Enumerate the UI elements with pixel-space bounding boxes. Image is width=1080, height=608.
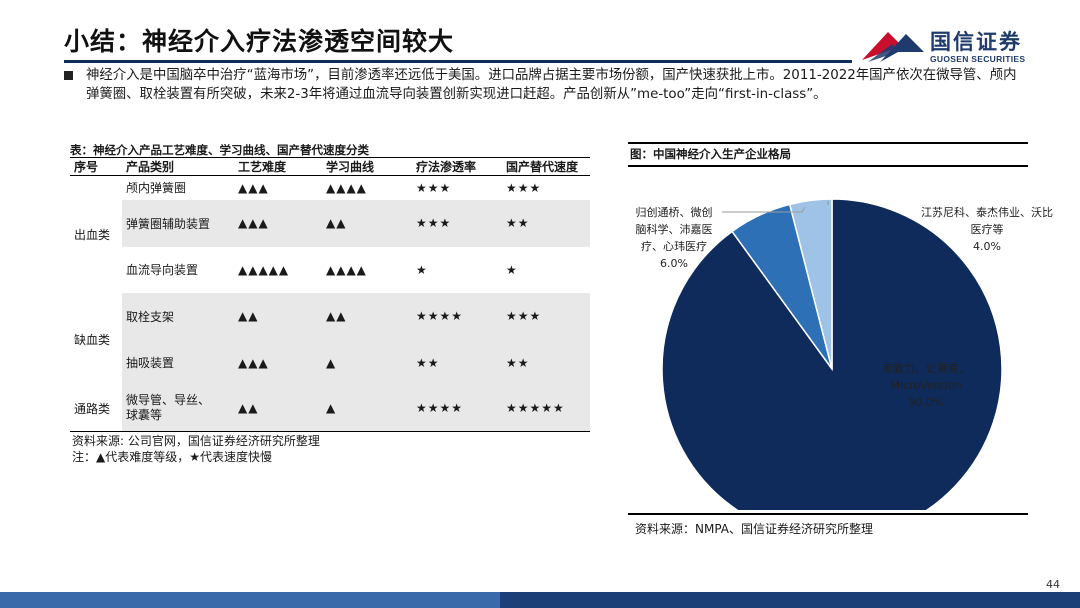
table-row: 弹簧圈辅助装置 ▲▲▲ ▲▲ ★★★ ★★ bbox=[70, 199, 590, 247]
penetration-cell: ★★★★ bbox=[412, 292, 502, 340]
pie-slice-small bbox=[788, 198, 833, 370]
table-row: 抽吸装置 ▲▲▲ ▲ ★★ ★★ bbox=[70, 339, 590, 386]
difficulty-cell: ▲▲▲ bbox=[234, 339, 322, 386]
substitution-cell: ★★ bbox=[502, 339, 590, 386]
learning-cell: ▲▲ bbox=[322, 292, 412, 340]
square-bullet-icon bbox=[64, 71, 73, 80]
footer-bar bbox=[0, 592, 1080, 608]
col-header-substitution: 国产替代速度 bbox=[502, 157, 590, 176]
difficulty-cell: ▲▲ bbox=[234, 292, 322, 340]
substitution-cell: ★★★ bbox=[506, 180, 542, 195]
product-classification-table: 序号 产品类别 工艺难度 学习曲线 疗法渗透率 国产替代速度 出血类 颅内弹簧圈… bbox=[70, 157, 590, 432]
product-cell: 血流导向装置 bbox=[126, 263, 199, 277]
substitution-cell: ★★★ bbox=[502, 292, 590, 340]
col-header-product: 产品类别 bbox=[122, 157, 234, 176]
table-source: 资料来源: 公司官网，国信证券经济研究所整理 bbox=[72, 434, 320, 448]
pie-leader-mid bbox=[722, 206, 806, 213]
learning-cell: ▲▲ bbox=[322, 199, 412, 247]
table-legend-note: 注：▲代表难度等级，★代表速度快慢 bbox=[72, 450, 272, 464]
substitution-cell: ★ bbox=[506, 262, 518, 277]
difficulty-cell: ▲▲▲ bbox=[234, 199, 322, 247]
substitution-cell: ★★★★★ bbox=[502, 385, 590, 432]
difficulty-cell: ▲▲ bbox=[234, 385, 322, 432]
pie-label-big-line1: 美敦力、史赛克、 bbox=[882, 362, 970, 375]
logo-en-text: GUOSEN SECURITIES bbox=[930, 54, 1026, 64]
col-header-difficulty: 工艺难度 bbox=[234, 157, 322, 176]
figure-caption-rule bbox=[628, 165, 1028, 167]
pie-label-mid-line1: 归创通桥、微创 bbox=[635, 206, 713, 219]
penetration-cell: ★★★★ bbox=[412, 385, 502, 432]
col-header-penetration: 疗法渗透率 bbox=[412, 157, 502, 176]
difficulty-cell: ▲▲▲▲▲ bbox=[238, 262, 290, 277]
product-cell: 颅内弹簧圈 bbox=[126, 181, 187, 196]
table-row: 通路类 微导管、导丝、 球囊等 ▲▲ ▲ ★★★★ ★★★★★ bbox=[70, 385, 590, 432]
table-row: 缺血类 取栓支架 ▲▲ ▲▲ ★★★★ ★★★ bbox=[70, 292, 590, 386]
pie-label-mid-line4: 6.0% bbox=[660, 257, 688, 270]
pie-label-small-line2: 医疗等 bbox=[970, 223, 1004, 236]
pie-label-big: 美敦力、史赛克、 MicroVention 90.0% bbox=[866, 360, 986, 411]
figure-source: 资料来源：NMPA、国信证券经济研究所整理 bbox=[635, 522, 874, 536]
learning-cell: ▲▲▲▲ bbox=[326, 180, 367, 195]
product-cell: 弹簧圈辅助装置 bbox=[122, 199, 234, 247]
product-line-2: 球囊等 bbox=[126, 408, 163, 423]
pie-label-small-line1: 江苏尼科、泰杰伟业、沃比 bbox=[921, 206, 1053, 219]
col-header-learning: 学习曲线 bbox=[322, 157, 412, 176]
table-notes: 资料来源: 公司官网，国信证券经济研究所整理 注：▲代表难度等级，★代表速度快慢 bbox=[72, 433, 320, 465]
product-cell: 取栓支架 bbox=[122, 292, 234, 340]
page-number: 44 bbox=[1046, 578, 1060, 591]
table-row: 出血类 颅内弹簧圈 ▲▲▲ ▲▲▲▲ ★★★ ★★★ bbox=[70, 175, 590, 293]
page-title: 小结：神经介入疗法渗透空间较大 bbox=[64, 27, 455, 56]
penetration-cell: ★★ bbox=[412, 339, 502, 386]
pie-label-small: 江苏尼科、泰杰伟业、沃比 医疗等 4.0% bbox=[912, 204, 1062, 255]
difficulty-cell: ▲▲▲ bbox=[238, 180, 269, 195]
col-header-index: 序号 bbox=[70, 157, 122, 176]
group-label: 出血类 bbox=[70, 175, 122, 293]
penetration-cell: ★★★ bbox=[412, 199, 502, 247]
pie-label-mid-line2: 脑科学、沛嘉医 bbox=[635, 223, 713, 236]
pie-label-small-line3: 4.0% bbox=[973, 240, 1001, 253]
group-label: 缺血类 bbox=[70, 292, 122, 386]
penetration-cell: ★ bbox=[416, 262, 428, 277]
pie-label-big-line2: MicroVention bbox=[890, 379, 962, 392]
penetration-cell: ★★★ bbox=[416, 180, 452, 195]
pie-slice-big bbox=[661, 198, 1003, 510]
footer-bar-accent bbox=[0, 592, 500, 608]
pie-label-mid-line3: 疗、心玮医疗 bbox=[641, 240, 707, 253]
product-cell: 微导管、导丝、 球囊等 bbox=[122, 385, 234, 432]
figure-caption: 图：中国神经介入生产企业格局 bbox=[630, 147, 791, 161]
figure-bottom-rule bbox=[628, 513, 1028, 515]
learning-cell: ▲▲▲▲ bbox=[326, 262, 367, 277]
learning-cell: ▲ bbox=[322, 385, 412, 432]
guosen-logo: 国信证券 GUOSEN SECURITIES bbox=[858, 22, 1038, 68]
title-divider bbox=[64, 60, 852, 63]
learning-cell: ▲ bbox=[322, 339, 412, 386]
table-header-row: 序号 产品类别 工艺难度 学习曲线 疗法渗透率 国产替代速度 bbox=[70, 157, 590, 176]
figure-top-rule bbox=[628, 142, 1028, 144]
summary-paragraph: 神经介入是中国脑卒中治疗“蓝海市场”，目前渗透率还远低于美国。进口品牌占据主要市… bbox=[64, 66, 1029, 104]
summary-text: 神经介入是中国脑卒中治疗“蓝海市场”，目前渗透率还远低于美国。进口品牌占据主要市… bbox=[86, 68, 1017, 102]
pie-label-mid: 归创通桥、微创 脑科学、沛嘉医 疗、心玮医疗 6.0% bbox=[626, 204, 722, 272]
table-caption: 表：神经介入产品工艺难度、学习曲线、国产替代速度分类 bbox=[70, 143, 369, 157]
group-label: 通路类 bbox=[70, 385, 122, 432]
table-row: 血流导向装置 ▲▲▲▲▲ ▲▲▲▲ ★ ★ bbox=[70, 247, 590, 293]
logo-cn-text: 国信证券 bbox=[930, 30, 1022, 54]
substitution-cell: ★★ bbox=[502, 199, 590, 247]
pie-label-big-line3: 90.0% bbox=[908, 396, 944, 409]
product-line-1: 微导管、导丝、 bbox=[126, 393, 211, 408]
market-share-pie-chart bbox=[661, 198, 1003, 510]
logo-mark-icon bbox=[862, 32, 924, 62]
product-cell: 抽吸装置 bbox=[122, 339, 234, 386]
